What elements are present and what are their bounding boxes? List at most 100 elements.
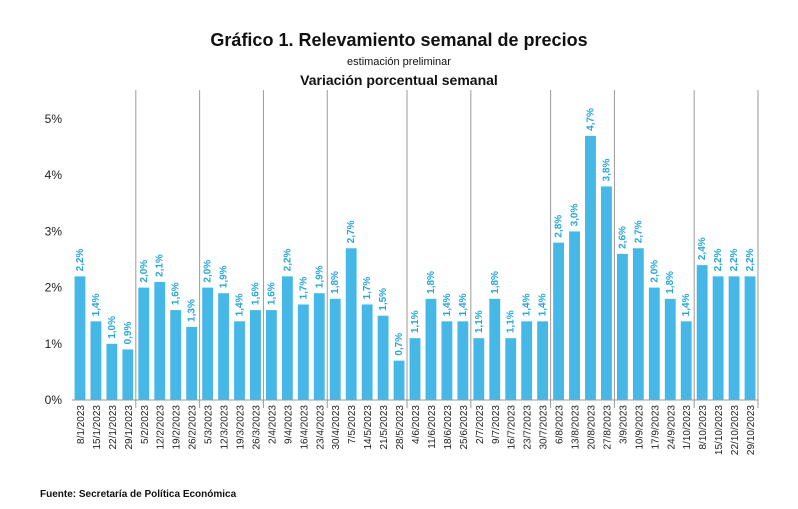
source-note: Fuente: Secretaría de Política Económica: [40, 489, 237, 500]
bar: [218, 293, 229, 400]
x-tick-label: 28/5/2023: [395, 405, 406, 450]
data-label: 1,7%: [362, 277, 373, 300]
x-tick-label: 19/2/2023: [172, 405, 183, 450]
data-label: 1,4%: [522, 293, 533, 316]
bar: [744, 276, 756, 400]
bar: [313, 293, 325, 400]
y-tick-label: 4%: [45, 168, 63, 182]
bar: [425, 298, 437, 400]
data-label: 1,9%: [219, 265, 230, 288]
data-label: 2,8%: [554, 215, 565, 238]
bar: [601, 186, 612, 400]
bar: [186, 326, 198, 400]
x-tick-label: 9/4/2023: [283, 405, 294, 444]
bar: [521, 321, 533, 400]
data-label: 1,8%: [490, 271, 501, 294]
bar: [616, 253, 628, 400]
bar: [632, 248, 644, 400]
x-tick-label: 5/3/2023: [204, 405, 215, 444]
bar: [680, 321, 692, 400]
x-tick-label: 2/7/2023: [475, 405, 486, 444]
data-label: 2,7%: [633, 220, 644, 243]
bar: [712, 276, 724, 400]
bar: [537, 321, 549, 400]
x-tick-label: 3/9/2023: [618, 405, 629, 444]
y-tick-label: 1%: [45, 337, 63, 351]
x-tick-label: 6/8/2023: [555, 405, 566, 444]
bar: [234, 321, 245, 400]
data-label: 2,2%: [729, 248, 740, 271]
x-tick-label: 13/8/2023: [571, 405, 582, 450]
chart-subtitle: estimación preliminar: [347, 56, 451, 68]
data-label: 0,9%: [123, 322, 134, 345]
bar: [329, 298, 341, 400]
bar: [90, 321, 102, 400]
x-tick-label: 10/9/2023: [634, 405, 645, 450]
x-tick-label: 7/5/2023: [347, 405, 358, 444]
bar: [505, 338, 517, 400]
data-label: 1,8%: [330, 271, 341, 294]
bar: [553, 242, 565, 400]
bar: [585, 135, 596, 401]
x-tick-label: 12/2/2023: [156, 405, 167, 450]
x-tick-label: 30/4/2023: [331, 405, 342, 450]
bar: [170, 310, 182, 400]
bar: [489, 298, 501, 400]
x-tick-label: 20/8/2023: [586, 405, 597, 450]
x-tick-label: 2/4/2023: [267, 405, 278, 444]
data-label: 1,1%: [410, 310, 421, 333]
data-label: 1,4%: [235, 293, 246, 316]
x-tick-label: 19/3/2023: [236, 405, 247, 450]
bar: [728, 276, 740, 400]
data-label: 1,4%: [91, 293, 102, 316]
bar: [441, 321, 453, 400]
data-label: 2,4%: [697, 237, 708, 260]
bar: [122, 349, 134, 400]
x-tick-label: 24/9/2023: [666, 405, 677, 450]
data-label: 1,3%: [187, 299, 198, 322]
data-label: 0,7%: [394, 333, 405, 356]
data-label: 1,6%: [250, 282, 261, 305]
x-tick-label: 21/5/2023: [379, 405, 390, 450]
chart-title: Gráfico 1. Relevamiento semanal de preci…: [210, 30, 588, 50]
x-tick-label: 29/10/2023: [746, 405, 757, 455]
x-tick-label: 26/3/2023: [251, 405, 262, 450]
bar: [648, 287, 660, 400]
bar: [74, 276, 86, 400]
x-tick-label: 23/7/2023: [523, 405, 534, 450]
bar: [106, 343, 118, 400]
bar: [281, 276, 293, 400]
x-tick-label: 9/7/2023: [491, 405, 502, 444]
bar: [393, 360, 405, 400]
y-tick-label: 5%: [45, 112, 63, 126]
bar: [569, 231, 580, 400]
data-label: 1,5%: [378, 288, 389, 311]
x-tick-label: 15/1/2023: [92, 405, 103, 450]
x-tick-label: 27/8/2023: [602, 405, 613, 450]
data-label: 1,8%: [665, 271, 676, 294]
bar: [265, 310, 277, 400]
bar: [250, 310, 261, 400]
data-label: 1,4%: [538, 293, 549, 316]
data-label: 2,1%: [155, 254, 166, 277]
x-tick-label: 18/6/2023: [443, 405, 454, 450]
bar: [138, 287, 150, 400]
bar: [361, 304, 373, 400]
data-label: 3,0%: [570, 203, 581, 226]
x-tick-label: 1/10/2023: [682, 405, 693, 450]
x-tick-label: 22/1/2023: [108, 405, 119, 450]
bar: [696, 265, 708, 400]
x-tick-label: 16/7/2023: [507, 405, 518, 450]
bar: [297, 304, 309, 400]
x-tick-label: 5/2/2023: [140, 405, 151, 444]
x-tick-label: 4/6/2023: [411, 405, 422, 444]
x-tick-label: 12/3/2023: [220, 405, 231, 450]
bar: [345, 248, 357, 400]
x-tick-label: 22/10/2023: [730, 405, 741, 455]
data-label: 2,2%: [75, 248, 86, 271]
x-tick-label: 16/4/2023: [299, 405, 310, 450]
data-label: 1,6%: [266, 282, 277, 305]
data-label: 2,2%: [713, 248, 724, 271]
x-tick-label: 17/9/2023: [650, 405, 661, 450]
